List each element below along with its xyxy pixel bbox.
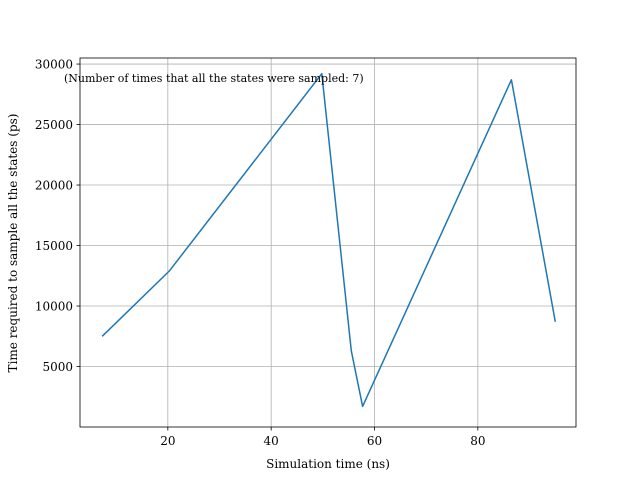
- y-axis-ticks: 5000 10000 15000 20000 25000 30000: [35, 58, 80, 374]
- y-tick-label: 25000: [35, 118, 73, 132]
- grid-lines: [80, 58, 576, 427]
- series-group: [101, 72, 557, 408]
- x-tick-label: 80: [470, 434, 485, 448]
- y-tick-label: 5000: [42, 360, 73, 374]
- x-tick-label: 60: [367, 434, 382, 448]
- y-tick-label: 20000: [35, 179, 73, 193]
- x-tick-label: 20: [160, 434, 175, 448]
- y-tick-label: 30000: [35, 58, 73, 72]
- plot-frame: [79, 57, 577, 428]
- x-tick-label: 40: [264, 434, 279, 448]
- x-axis-ticks: 20 40 60 80: [160, 427, 485, 448]
- y-tick-label: 10000: [35, 300, 73, 314]
- y-tick-label: 15000: [35, 239, 73, 253]
- chart-annotation: (Number of times that all the states wer…: [64, 72, 364, 85]
- x-axis-label: Simulation time (ns): [266, 457, 390, 471]
- y-axis-label: Time required to sample all the states (…: [6, 114, 20, 373]
- series-line: [101, 72, 557, 408]
